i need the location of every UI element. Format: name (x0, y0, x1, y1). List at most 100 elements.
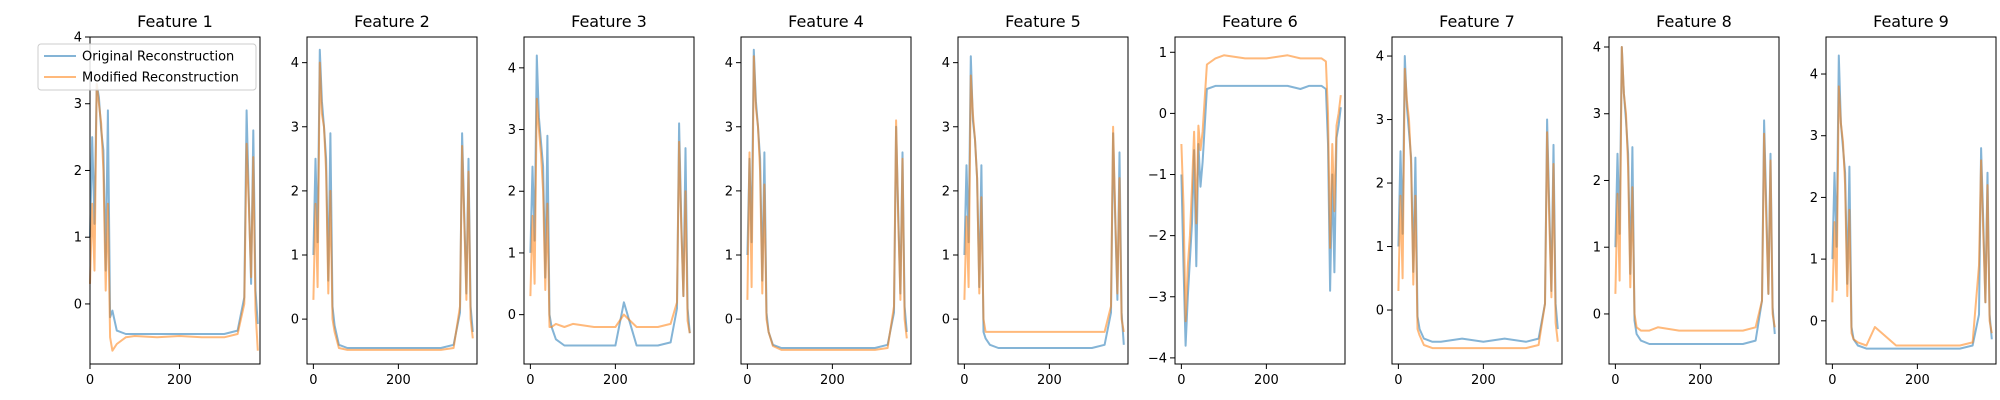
y-tick-label: 1 (1159, 46, 1167, 61)
axes-frame (1391, 36, 1563, 365)
series-line-original (1831, 54, 1993, 350)
y-tick-label: 0 (1159, 107, 1167, 122)
series-line-modified (529, 97, 691, 334)
subplot-title: Feature 1 (137, 12, 213, 31)
y-tick-label: 4 (508, 61, 516, 76)
axes-frame (740, 36, 912, 365)
subplot-title: Feature 2 (354, 12, 430, 31)
y-tick-label: 1 (291, 249, 299, 264)
y-tick-label: 2 (942, 184, 950, 199)
y-tick-label: −2 (1148, 229, 1167, 244)
series-line-modified (89, 82, 259, 352)
y-tick-label: −1 (1148, 168, 1167, 183)
subplot-title: Feature 7 (1439, 12, 1515, 31)
axes-frame (1825, 36, 1997, 365)
x-tick-label: 200 (820, 373, 845, 388)
y-tick-label: 2 (1376, 177, 1384, 192)
subplot-title: Feature 3 (571, 12, 647, 31)
subplot-title: Feature 8 (1656, 12, 1732, 31)
y-tick-label: 4 (1593, 41, 1601, 56)
legend: Original Reconstruction Modified Reconst… (37, 43, 257, 91)
series-line-original (1180, 84, 1342, 347)
y-tick-label: 0 (74, 297, 82, 312)
y-tick-label: 0 (1810, 314, 1818, 329)
series-line-original (529, 54, 691, 347)
x-tick-label: 200 (1688, 373, 1713, 388)
subplot-title: Feature 9 (1873, 12, 1949, 31)
x-tick-label: 0 (960, 373, 968, 388)
axes-frame (1608, 36, 1780, 365)
legend-label-original: Original Reconstruction (82, 50, 234, 65)
subplot-3: Feature 3 0 200 0 1 2 3 4 (508, 12, 695, 388)
y-tick-label: 1 (508, 246, 516, 261)
legend-box (37, 43, 257, 91)
y-tick-label: 1 (1810, 253, 1818, 268)
y-tick-label: 2 (291, 184, 299, 199)
y-tick-label: 2 (74, 164, 82, 179)
x-tick-label: 0 (309, 373, 317, 388)
axes-frame (89, 36, 261, 365)
subplot-7: Feature 7 0 200 0 1 2 3 4 (1376, 12, 1563, 388)
x-tick-label: 0 (526, 373, 534, 388)
series-line-modified (746, 55, 908, 351)
subplot-title: Feature 6 (1222, 12, 1298, 31)
y-tick-label: 1 (1376, 240, 1384, 255)
y-tick-label: 3 (1376, 113, 1384, 128)
series-line-modified (1180, 54, 1342, 323)
series-line-modified (1831, 85, 1993, 347)
y-tick-label: −4 (1148, 351, 1167, 366)
y-tick-label: 3 (1593, 107, 1601, 122)
y-tick-label: 4 (1376, 50, 1384, 65)
y-tick-label: 3 (725, 120, 733, 135)
x-tick-label: 200 (1905, 373, 1930, 388)
x-tick-label: 200 (1254, 373, 1279, 388)
series-line-original (1397, 55, 1559, 343)
x-tick-label: 0 (743, 373, 751, 388)
series-line-modified (963, 74, 1125, 333)
axes-frame (1174, 36, 1346, 365)
series-line-original (1614, 46, 1776, 345)
subplot-6: Feature 6 0 200 −4 −3 −2 −1 0 1 (1148, 12, 1346, 388)
subplot-8: Feature 8 0 200 0 1 2 3 4 (1593, 12, 1780, 388)
y-tick-label: 2 (1810, 191, 1818, 206)
subplot-9: Feature 9 0 200 0 1 2 3 4 (1810, 12, 1997, 388)
y-tick-label: 4 (942, 56, 950, 71)
series-line-original (963, 55, 1125, 349)
y-tick-label: 1 (1593, 241, 1601, 256)
x-tick-label: 0 (1611, 373, 1619, 388)
axes-frame (957, 36, 1129, 365)
x-tick-label: 200 (167, 373, 192, 388)
y-tick-label: 4 (725, 56, 733, 71)
y-tick-label: 1 (942, 249, 950, 264)
y-tick-label: 2 (1593, 174, 1601, 189)
series-line-original (746, 48, 908, 349)
x-tick-label: 200 (1037, 373, 1062, 388)
subplot-2: Feature 2 0 200 0 1 2 3 4 (291, 12, 478, 388)
y-tick-label: 3 (508, 123, 516, 138)
y-tick-label: 3 (291, 120, 299, 135)
subplot-5: Feature 5 0 200 0 1 2 3 4 (942, 12, 1129, 388)
y-tick-label: 1 (74, 231, 82, 246)
y-tick-label: −3 (1148, 290, 1167, 305)
subplot-title: Feature 4 (788, 12, 864, 31)
axes-frame (306, 36, 478, 365)
y-tick-label: 3 (74, 97, 82, 112)
y-tick-label: 0 (942, 313, 950, 328)
x-tick-label: 0 (1394, 373, 1402, 388)
y-tick-label: 3 (1810, 129, 1818, 144)
series-line-original (312, 48, 474, 349)
y-tick-label: 0 (291, 313, 299, 328)
y-tick-label: 3 (942, 120, 950, 135)
x-tick-label: 200 (1471, 373, 1496, 388)
series-line-modified (1614, 46, 1776, 332)
x-tick-label: 200 (603, 373, 628, 388)
subplot-1: Feature 1 0 200 0 1 2 3 4 (74, 12, 261, 388)
y-tick-label: 4 (291, 56, 299, 71)
y-tick-label: 1 (725, 249, 733, 264)
legend-label-modified: Modified Reconstruction (82, 71, 239, 86)
y-tick-label: 0 (725, 313, 733, 328)
x-tick-label: 200 (386, 373, 411, 388)
x-tick-label: 0 (86, 373, 94, 388)
